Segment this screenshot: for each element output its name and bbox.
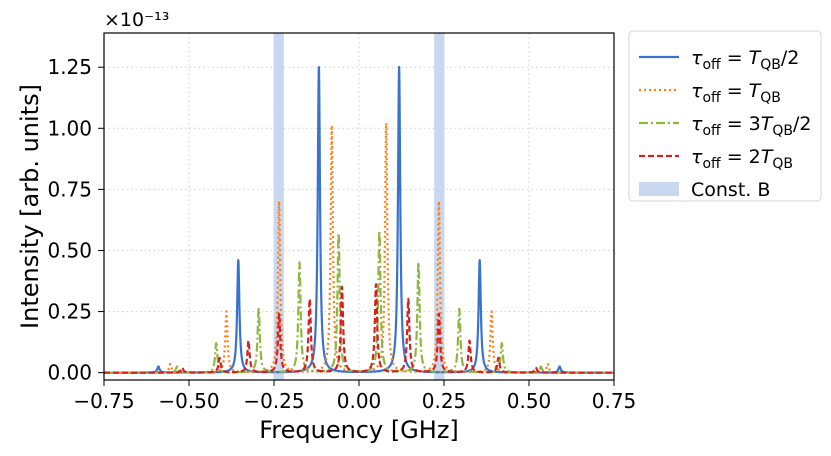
x-tick-label: 0.75 (592, 389, 637, 413)
y-axis-label: Intensity [arb. units] (16, 84, 44, 329)
plot-frame (103, 32, 615, 381)
x-tick-label: −0.25 (243, 389, 304, 413)
x-axis-label: Frequency [GHz] (259, 416, 459, 444)
legend: τoff = TQB/2 τoff = TQB τoff = 3TQB/2 τoff … (628, 30, 822, 202)
y-tick-label: 0.50 (47, 238, 92, 262)
y-tick-label: 0.75 (47, 177, 92, 201)
legend-box (628, 30, 822, 202)
y-tick-label: 0.00 (47, 361, 92, 385)
x-tick-label: 0.25 (422, 389, 467, 413)
series-lines (103, 65, 615, 374)
series-line-4 (103, 283, 615, 374)
y-tick-label: 0.25 (47, 300, 92, 324)
x-tick-label: −0.50 (158, 389, 219, 413)
legend-label: τoff = TQB (691, 80, 781, 106)
legend-label: Const. B (691, 179, 770, 201)
legend-label: τoff = 3TQB/2 (691, 113, 812, 139)
const-b-band (434, 33, 445, 380)
legend-label: τoff = 2TQB (691, 146, 793, 172)
x-tick-label: 0.00 (337, 389, 382, 413)
legend-swatch (639, 182, 679, 196)
const-b-bands (273, 33, 445, 380)
x-tick-label: −0.75 (73, 389, 134, 413)
series-line-3 (103, 229, 615, 374)
y-tick-label: 1.25 (47, 55, 92, 79)
x-tick-label: 0.50 (507, 389, 552, 413)
const-b-band (273, 33, 284, 380)
y-tick-label: 1.00 (47, 116, 92, 140)
legend-label: τoff = TQB/2 (691, 47, 799, 73)
x-axis-ticks: −0.75 −0.50 −0.25 0.00 0.25 0.50 0.75 (73, 380, 636, 413)
y-axis-ticks: 0.00 0.25 0.50 0.75 1.00 1.25 (47, 55, 104, 385)
grid-lines (103, 33, 615, 380)
y-offset-text: ×10⁻¹³ (104, 9, 169, 31)
